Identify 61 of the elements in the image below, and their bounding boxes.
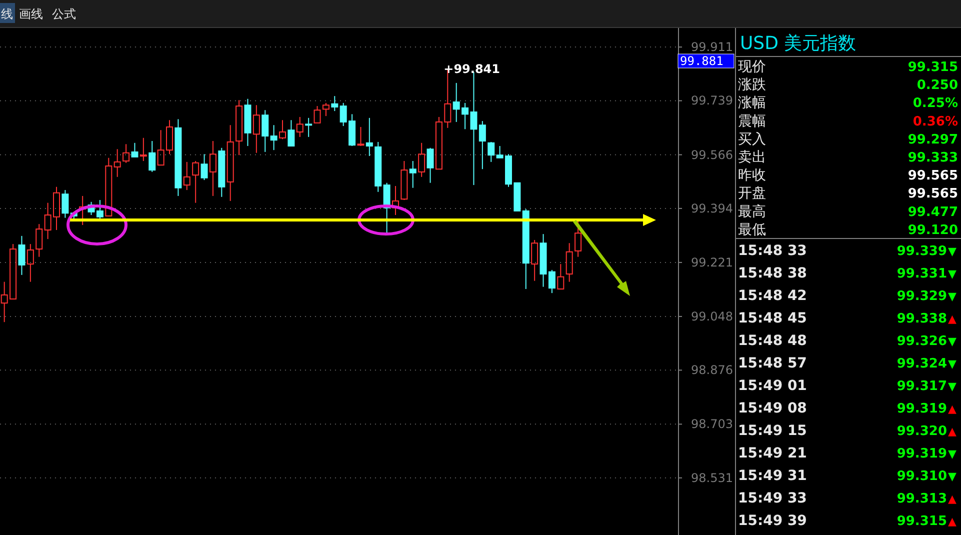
y-tick-label: 99.739 — [691, 94, 733, 108]
category-label: 现价 — [738, 59, 766, 75]
data-label: 99.317▼ — [896, 379, 957, 394]
y-tick-label: 99.048 — [691, 309, 733, 324]
data-label: 99.338▲ — [896, 312, 957, 326]
data-label: 0.25% — [912, 96, 958, 112]
data-label: 99.326▼ — [896, 334, 957, 349]
y-tick-label: 98.703 — [691, 417, 733, 432]
category-label: 15:49 08 — [738, 400, 807, 416]
y-tick-label: 99.394 — [691, 201, 733, 216]
category-label: 最低 — [738, 222, 766, 238]
data-label: 99.477 — [908, 204, 958, 220]
data-label: 99.333 — [908, 150, 958, 166]
y-tick-label: 98.531 — [691, 470, 733, 485]
text: 99.881 — [680, 54, 724, 68]
category-label: 15:48 45 — [738, 310, 807, 326]
text: 画线 — [19, 7, 43, 21]
category-label: 15:49 31 — [738, 468, 807, 484]
data-label: 99.120 — [908, 222, 958, 238]
data-label: 99.315 — [908, 60, 958, 75]
category-label: 卖出 — [738, 150, 766, 166]
annotation: +99.841 — [444, 62, 500, 76]
category-label: 买入 — [738, 131, 766, 148]
y-tick-label: 99.221 — [691, 255, 733, 270]
category-label: 涨跌 — [738, 77, 766, 94]
category-label: 15:49 39 — [738, 513, 807, 529]
data-label: 99.320▲ — [896, 424, 957, 439]
category-label: 15:49 33 — [738, 490, 807, 506]
text: 线 — [1, 7, 13, 21]
data-label: 99.565 — [908, 186, 958, 202]
data-label: 0.250 — [916, 78, 958, 94]
category-label: 涨幅 — [738, 95, 766, 112]
y-tick-label: 98.876 — [691, 363, 733, 378]
category-label: 开盘 — [738, 186, 766, 202]
data-label: 99.313▲ — [896, 492, 957, 506]
category-label: 最高 — [738, 204, 766, 220]
data-label: 99.319▼ — [896, 446, 957, 462]
data-label: 99.565 — [908, 168, 958, 184]
data-label: 0.36% — [912, 114, 958, 130]
category-label: 15:49 15 — [738, 423, 807, 439]
category-label: 15:48 57 — [738, 356, 807, 372]
data-label: 99.319▲ — [896, 402, 957, 416]
y-tick-label: 99.566 — [691, 148, 733, 162]
category-label: 15:49 21 — [738, 446, 807, 462]
category-label: 昨收 — [738, 168, 766, 184]
data-label: 99.315▲ — [896, 514, 957, 529]
category-label: 震幅 — [738, 113, 766, 130]
data-label: 99.339▼ — [896, 244, 957, 259]
data-label: 99.331▼ — [896, 266, 957, 282]
category-label: 15:48 42 — [738, 288, 807, 304]
category-label: 15:48 33 — [738, 243, 807, 259]
category-label: 15:49 01 — [738, 378, 807, 394]
data-label: 99.324▼ — [896, 356, 957, 372]
category-label: 15:48 48 — [738, 333, 807, 349]
y-tick-label: 99.911 — [691, 40, 733, 54]
text: USD 美元指数 — [740, 33, 856, 54]
data-label: 99.329▼ — [896, 289, 957, 304]
category-label: 15:48 38 — [738, 266, 807, 282]
data-label: 99.310▼ — [896, 469, 957, 484]
text: 公式 — [52, 7, 76, 21]
data-label: 99.297 — [908, 132, 958, 148]
